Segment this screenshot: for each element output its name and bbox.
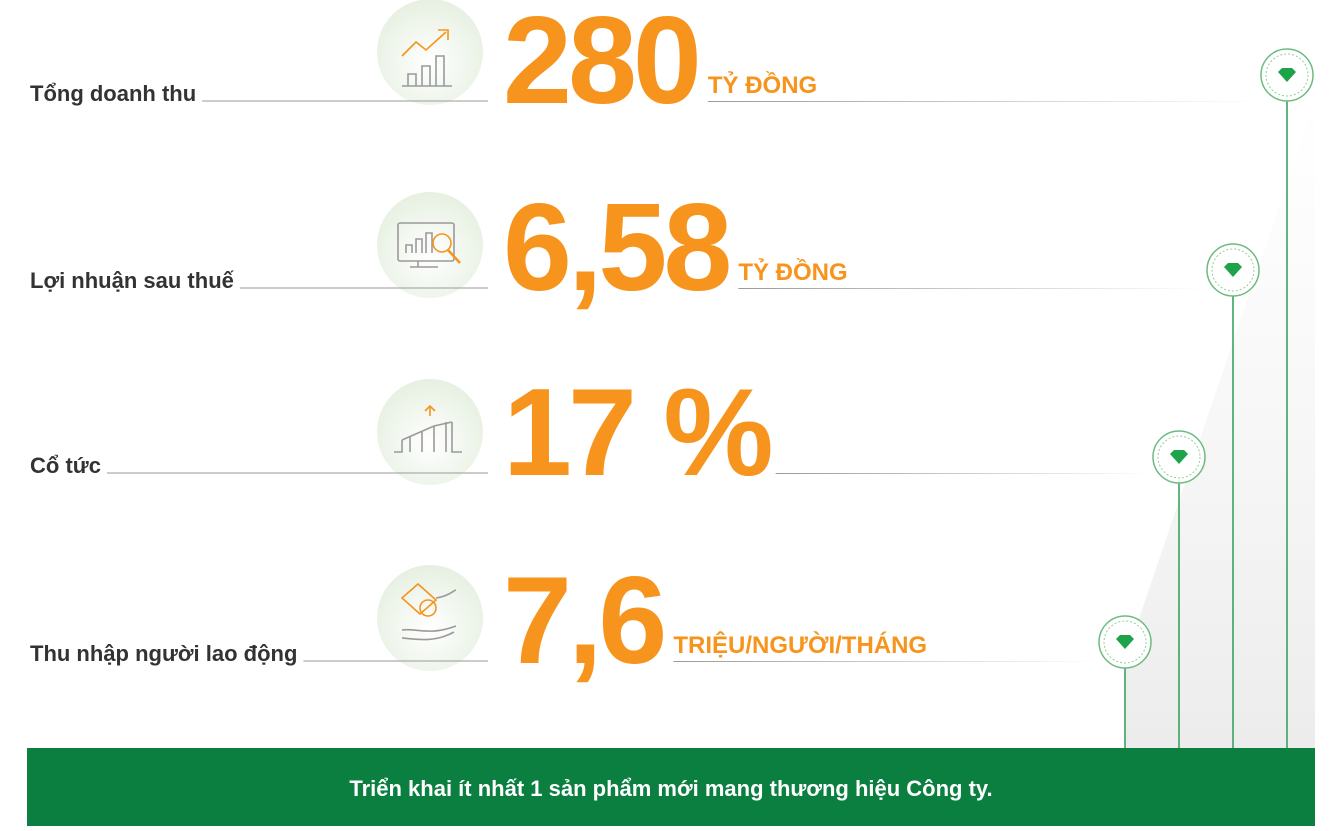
icon-income [377, 565, 483, 671]
metric-value: 6,58 [503, 179, 729, 317]
icon-dividend [377, 379, 483, 485]
icon-revenue [377, 0, 483, 105]
value-underline [673, 661, 1099, 662]
metric-unit: TỶ ĐỒNG [708, 70, 817, 99]
metric-unit: TỶ ĐỒNG [738, 257, 847, 286]
metric-label: Cổ tức [30, 453, 101, 478]
value-underline [775, 473, 1153, 474]
metric-value: 17 % [503, 364, 770, 502]
metric-label: Tổng doanh thu [30, 81, 196, 106]
value-underline [738, 288, 1207, 289]
marker-diamond [1224, 263, 1242, 277]
marker-diamond [1170, 450, 1188, 464]
icon-profit [377, 192, 483, 298]
footer-bar [27, 748, 1315, 826]
footer-text: Triển khai ít nhất 1 sản phẩm mới mang t… [349, 776, 992, 801]
metric-value: 7,6 [503, 552, 663, 690]
metric-label: Thu nhập người lao động [30, 641, 297, 666]
background-shade [1125, 100, 1315, 748]
marker-diamond [1278, 68, 1296, 82]
metric-unit: TRIỆU/NGƯỜI/THÁNG [673, 631, 927, 659]
marker-diamond [1116, 635, 1134, 649]
metric-value: 280 [503, 0, 698, 130]
metric-label: Lợi nhuận sau thuế [30, 268, 235, 293]
value-underline [707, 101, 1261, 102]
